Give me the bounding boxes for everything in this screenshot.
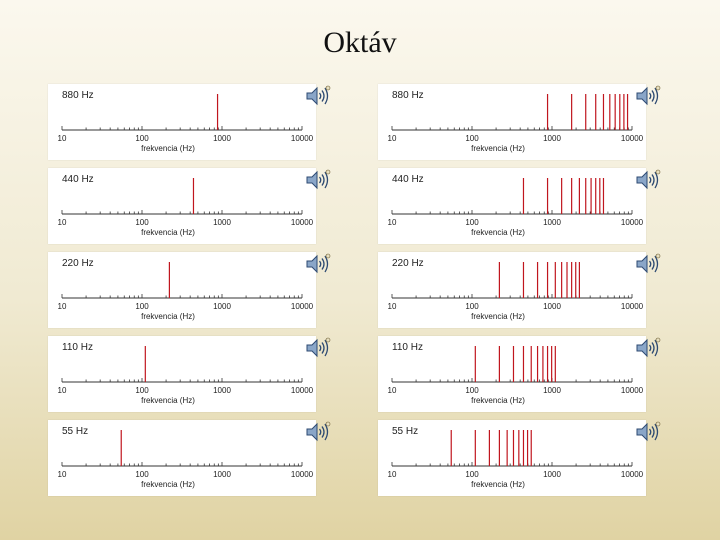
spectrum-chart: 880 Hz 10 100 1000 10000 frekvencia (Hz) (378, 84, 646, 160)
x-tick-label: 10000 (621, 302, 644, 311)
page-title: Oktáv (323, 26, 397, 59)
x-axis-title: frekvencia (Hz) (141, 312, 195, 321)
x-tick-label: 10000 (291, 134, 314, 143)
speaker-sound-icon-graphic (306, 253, 331, 274)
x-tick-label: 1000 (213, 386, 231, 395)
chart-frequency-label: 110 Hz (62, 342, 93, 353)
spectrum-chart: 220 Hz 10 100 1000 10000 frekvencia (Hz) (48, 252, 316, 328)
speaker-sound-icon[interactable] (304, 252, 332, 276)
chart-frequency-label: 110 Hz (392, 342, 423, 353)
x-axis-title: frekvencia (Hz) (471, 228, 525, 237)
x-tick-label: 100 (135, 386, 149, 395)
speaker-sound-icon-graphic (306, 337, 331, 358)
x-axis-title: frekvencia (Hz) (471, 312, 525, 321)
x-tick-label: 100 (465, 386, 479, 395)
x-tick-label: 10 (58, 218, 67, 227)
speaker-sound-icon[interactable] (634, 84, 662, 108)
speaker-sound-icon-graphic (636, 85, 661, 106)
x-axis-title: frekvencia (Hz) (471, 480, 525, 489)
speaker-sound-icon-graphic (636, 169, 661, 190)
x-tick-label: 100 (135, 134, 149, 143)
speaker-sound-icon-graphic (636, 253, 661, 274)
speaker-sound-icon[interactable] (634, 252, 662, 276)
speaker-sound-icon[interactable] (304, 420, 332, 444)
x-tick-label: 100 (135, 470, 149, 479)
chart-frequency-label: 440 Hz (392, 174, 424, 185)
speaker-sound-icon[interactable] (634, 420, 662, 444)
x-tick-label: 1000 (543, 302, 561, 311)
x-tick-label: 10 (388, 302, 397, 311)
x-tick-label: 1000 (213, 134, 231, 143)
x-axis-title: frekvencia (Hz) (141, 144, 195, 153)
x-tick-label: 1000 (213, 302, 231, 311)
x-tick-label: 100 (135, 218, 149, 227)
x-tick-label: 10 (388, 470, 397, 479)
speaker-sound-icon-graphic (306, 169, 331, 190)
x-tick-label: 10 (58, 386, 67, 395)
spectrum-chart: 440 Hz 10 100 1000 10000 frekvencia (Hz) (378, 168, 646, 244)
x-tick-label: 1000 (213, 218, 231, 227)
spectrum-chart: 110 Hz 10 100 1000 10000 frekvencia (Hz) (48, 336, 316, 412)
x-tick-label: 100 (465, 218, 479, 227)
x-tick-label: 100 (465, 302, 479, 311)
speaker-sound-icon[interactable] (304, 84, 332, 108)
x-axis-title: frekvencia (Hz) (471, 144, 525, 153)
chart-frequency-label: 55 Hz (392, 426, 419, 437)
x-tick-label: 10000 (621, 386, 644, 395)
x-tick-label: 10000 (291, 470, 314, 479)
x-tick-label: 100 (135, 302, 149, 311)
x-tick-label: 10000 (621, 218, 644, 227)
x-tick-label: 10 (58, 470, 67, 479)
spectrum-chart: 440 Hz 10 100 1000 10000 frekvencia (Hz) (48, 168, 316, 244)
x-axis-title: frekvencia (Hz) (141, 480, 195, 489)
x-tick-label: 10000 (291, 218, 314, 227)
x-tick-label: 10 (388, 386, 397, 395)
speaker-sound-icon[interactable] (634, 168, 662, 192)
spectrum-chart: 110 Hz 10 100 1000 10000 frekvencia (Hz) (378, 336, 646, 412)
chart-frequency-label: 440 Hz (62, 174, 94, 185)
spectrum-chart: 880 Hz 10 100 1000 10000 frekvencia (Hz) (48, 84, 316, 160)
x-tick-label: 1000 (543, 134, 561, 143)
x-tick-label: 100 (465, 470, 479, 479)
chart-frequency-label: 880 Hz (62, 90, 94, 101)
speaker-sound-icon-graphic (636, 337, 661, 358)
spectrum-chart: 55 Hz 10 100 1000 10000 frekvencia (Hz) (378, 420, 646, 496)
x-tick-label: 10 (388, 218, 397, 227)
x-tick-label: 10 (388, 134, 397, 143)
speaker-sound-icon[interactable] (634, 336, 662, 360)
speaker-sound-icon-graphic (306, 421, 331, 442)
x-tick-label: 1000 (543, 470, 561, 479)
chart-frequency-label: 880 Hz (392, 90, 424, 101)
x-tick-label: 1000 (213, 470, 231, 479)
x-tick-label: 10 (58, 134, 67, 143)
x-tick-label: 10000 (291, 386, 314, 395)
x-tick-label: 10000 (621, 470, 644, 479)
spectrum-chart: 55 Hz 10 100 1000 10000 frekvencia (Hz) (48, 420, 316, 496)
x-tick-label: 1000 (543, 386, 561, 395)
chart-frequency-label: 220 Hz (62, 258, 94, 269)
x-axis-title: frekvencia (Hz) (141, 228, 195, 237)
speaker-sound-icon-graphic (636, 421, 661, 442)
speaker-sound-icon[interactable] (304, 336, 332, 360)
chart-frequency-label: 220 Hz (392, 258, 424, 269)
chart-frequency-label: 55 Hz (62, 426, 89, 437)
speaker-sound-icon[interactable] (304, 168, 332, 192)
speaker-sound-icon-graphic (306, 85, 331, 106)
x-tick-label: 1000 (543, 218, 561, 227)
x-tick-label: 10000 (291, 302, 314, 311)
x-axis-title: frekvencia (Hz) (471, 396, 525, 405)
x-axis-title: frekvencia (Hz) (141, 396, 195, 405)
x-tick-label: 10 (58, 302, 67, 311)
x-tick-label: 100 (465, 134, 479, 143)
spectrum-chart: 220 Hz 10 100 1000 10000 frekvencia (Hz) (378, 252, 646, 328)
x-tick-label: 10000 (621, 134, 644, 143)
